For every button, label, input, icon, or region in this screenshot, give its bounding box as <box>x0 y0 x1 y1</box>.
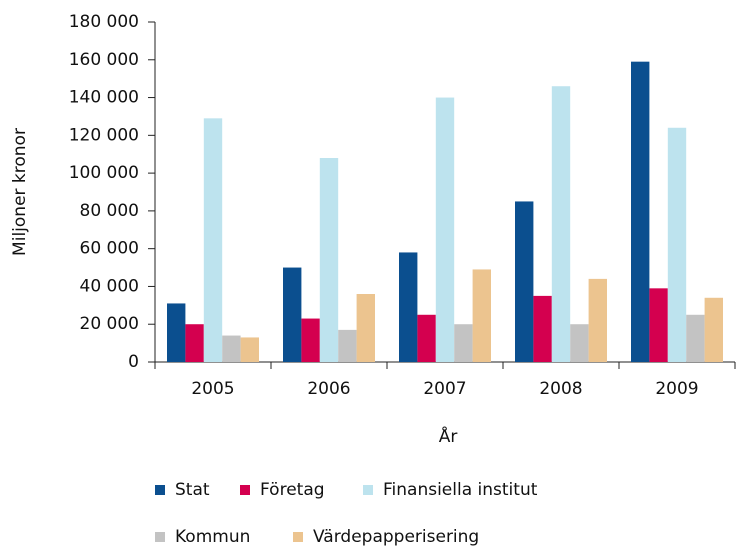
bar <box>454 324 473 362</box>
bar <box>185 324 204 362</box>
bar <box>283 267 302 362</box>
y-tick-label: 20 000 <box>80 314 139 334</box>
bar <box>588 278 607 362</box>
y-tick-label: 160 000 <box>69 50 139 70</box>
x-tick-label: 2005 <box>191 379 234 399</box>
legend-label: Stat <box>175 480 210 500</box>
legend-label: Företag <box>260 480 325 500</box>
x-tick-label: 2006 <box>307 379 350 399</box>
y-tick-label: 100 000 <box>69 163 139 183</box>
bar <box>338 329 357 362</box>
bar <box>551 86 571 362</box>
x-tick-label: 2008 <box>539 379 582 399</box>
bar <box>704 297 723 362</box>
x-axis-label: År <box>439 425 458 447</box>
bar <box>649 288 668 362</box>
bar <box>356 294 375 362</box>
x-tick-label: 2009 <box>655 379 698 399</box>
bar <box>435 97 455 363</box>
x-tick-label: 2007 <box>423 379 466 399</box>
y-tick-label: 0 <box>128 352 139 372</box>
bar <box>399 252 418 362</box>
y-tick-label: 180 000 <box>69 12 139 32</box>
legend-swatch <box>363 485 373 495</box>
bar <box>570 324 589 362</box>
y-tick-label: 40 000 <box>80 276 139 296</box>
bar <box>533 295 552 362</box>
y-tick-label: 140 000 <box>69 88 139 108</box>
legend-swatch <box>240 485 250 495</box>
y-axis-label: Miljoner kronor <box>10 128 30 256</box>
bar <box>686 314 705 362</box>
y-tick-label: 60 000 <box>80 239 139 259</box>
bar <box>222 335 241 362</box>
bar <box>472 269 491 362</box>
legend-swatch <box>155 485 165 495</box>
bar <box>417 314 436 362</box>
y-tick-label: 80 000 <box>80 201 139 221</box>
bar <box>515 201 534 362</box>
legend-swatch <box>155 532 165 542</box>
bar <box>319 158 339 362</box>
bar <box>167 303 186 362</box>
bar <box>667 127 687 363</box>
legend-label: Värdepapperisering <box>313 527 479 547</box>
legend-label: Finansiella institut <box>383 480 538 500</box>
legend-swatch <box>293 532 303 542</box>
bar <box>631 61 650 363</box>
bar <box>301 318 320 362</box>
legend-label: Kommun <box>175 527 250 547</box>
bar <box>203 118 223 362</box>
bar <box>240 337 259 362</box>
y-tick-label: 120 000 <box>69 125 139 145</box>
